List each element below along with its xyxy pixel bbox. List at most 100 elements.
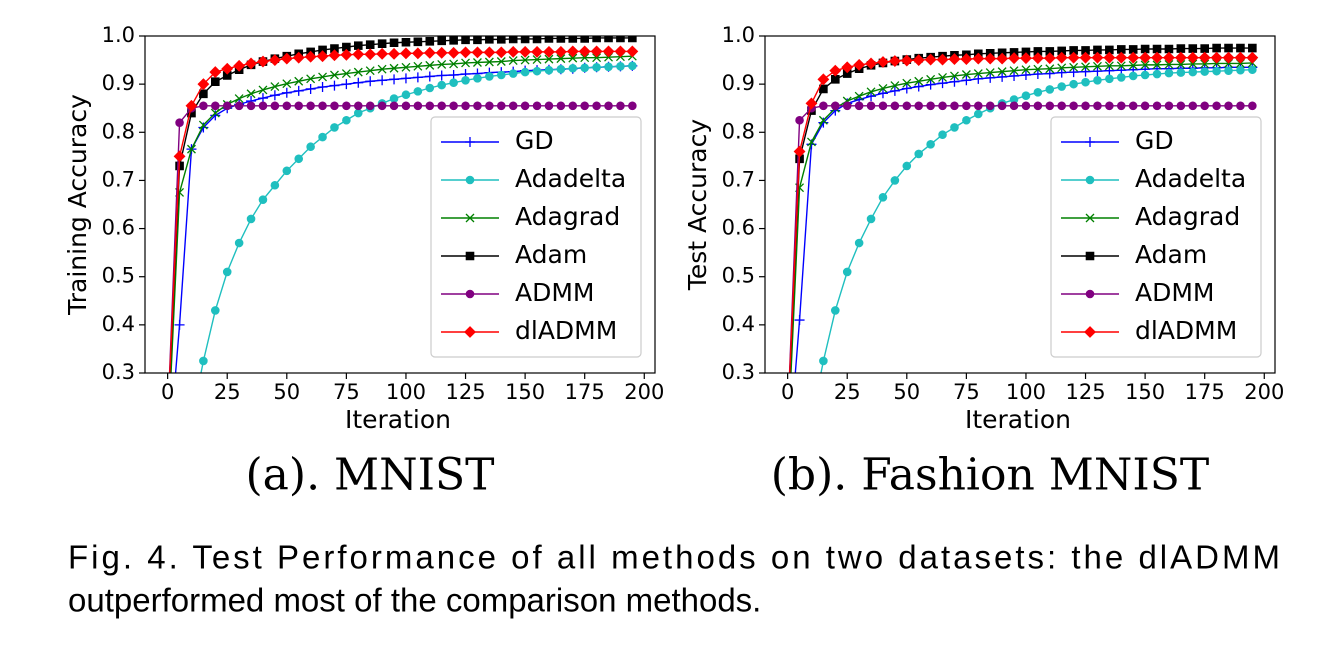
data-point [1188,101,1198,111]
data-point [377,101,387,111]
data-point [854,101,864,111]
x-tick-label: 50 [273,380,300,404]
y-tick-label: 0.8 [102,119,135,143]
data-point [1079,51,1092,64]
data-point [270,82,280,92]
data-point [1045,101,1055,111]
data-point [831,101,840,111]
data-point [902,161,912,171]
data-point [257,93,268,104]
data-point [1033,64,1043,74]
data-point [401,101,411,111]
data-point [1069,46,1078,55]
data-point [1043,52,1056,65]
series-line [794,66,1253,373]
data-point [566,45,579,58]
data-point [423,46,436,59]
data-point [495,46,508,59]
data-point [1081,101,1090,111]
data-point [784,417,792,425]
data-point [1200,67,1210,76]
data-point [1056,67,1067,78]
data-point [508,69,518,78]
data-point [1020,52,1032,65]
data-point [496,36,506,44]
data-point [1140,70,1150,80]
figure-caption: Fig. 4. Test Performance of all methods … [68,539,1280,576]
data-point [854,91,864,101]
data-point [1164,68,1174,78]
data-point [831,306,840,315]
data-point [330,70,339,80]
data-point [616,101,625,111]
data-point [1069,101,1078,111]
data-point [592,53,602,63]
subcaption: (b). Fashion MNIST [771,450,1209,501]
data-point [1081,77,1090,87]
data-point [544,65,554,75]
data-point [389,74,400,85]
legend-label: dlADMM [1135,316,1237,345]
data-point [1163,51,1175,64]
y-tick-label: 0.7 [722,167,755,191]
y-axis-label: Test Accuracy [683,119,712,292]
data-point [353,101,363,111]
y-axis-label: Training Accuracy [63,94,92,316]
data-point [842,101,852,111]
data-point [1248,101,1257,111]
data-point [1188,67,1198,77]
data-point [936,53,949,66]
data-point [258,195,268,204]
data-point [484,57,494,67]
data-point [1164,44,1174,54]
data-point [1128,101,1138,111]
data-point [496,101,506,111]
data-point [973,73,984,84]
data-point [580,63,589,73]
data-point [578,45,591,58]
data-point [436,70,447,81]
data-point [531,45,543,58]
data-point [258,85,268,95]
data-point [901,83,912,94]
plot-area [168,36,639,373]
data-point [318,132,327,142]
data-point [590,45,603,58]
data-point [198,120,208,130]
data-point [1236,101,1245,111]
data-point [413,61,423,71]
x-tick-label: 0 [161,380,174,404]
x-tick-label: 175 [565,380,605,404]
data-point [461,36,470,45]
data-point [1128,45,1138,54]
data-point [1152,101,1162,111]
data-point [985,101,995,111]
data-point [412,72,423,83]
legend-marker [1085,175,1095,185]
x-tick-label: 0 [781,380,794,404]
data-point [1093,75,1102,85]
data-point [473,101,482,111]
data-point [604,36,613,43]
data-point [997,67,1007,77]
data-point [950,123,959,132]
x-tick-label: 100 [1006,380,1046,404]
data-point [328,49,341,62]
data-point [437,36,447,46]
data-point [449,36,458,45]
y-tick-label: 0.7 [102,167,135,191]
data-point [461,75,470,85]
legend-marker [465,289,475,299]
data-point [329,80,340,91]
chart: 0 25 50 75 100 125 150 175 200 0.3 0.4 0.5 0.6 0.7 0.8… [683,23,1284,501]
data-point [1127,51,1140,64]
data-point [294,154,304,164]
data-point [496,57,506,66]
data-point [997,101,1007,111]
data-point [1140,101,1150,111]
data-point [829,64,842,77]
data-point [1092,66,1103,77]
data-point [352,48,365,61]
y-tick-label: 0.5 [722,264,755,288]
